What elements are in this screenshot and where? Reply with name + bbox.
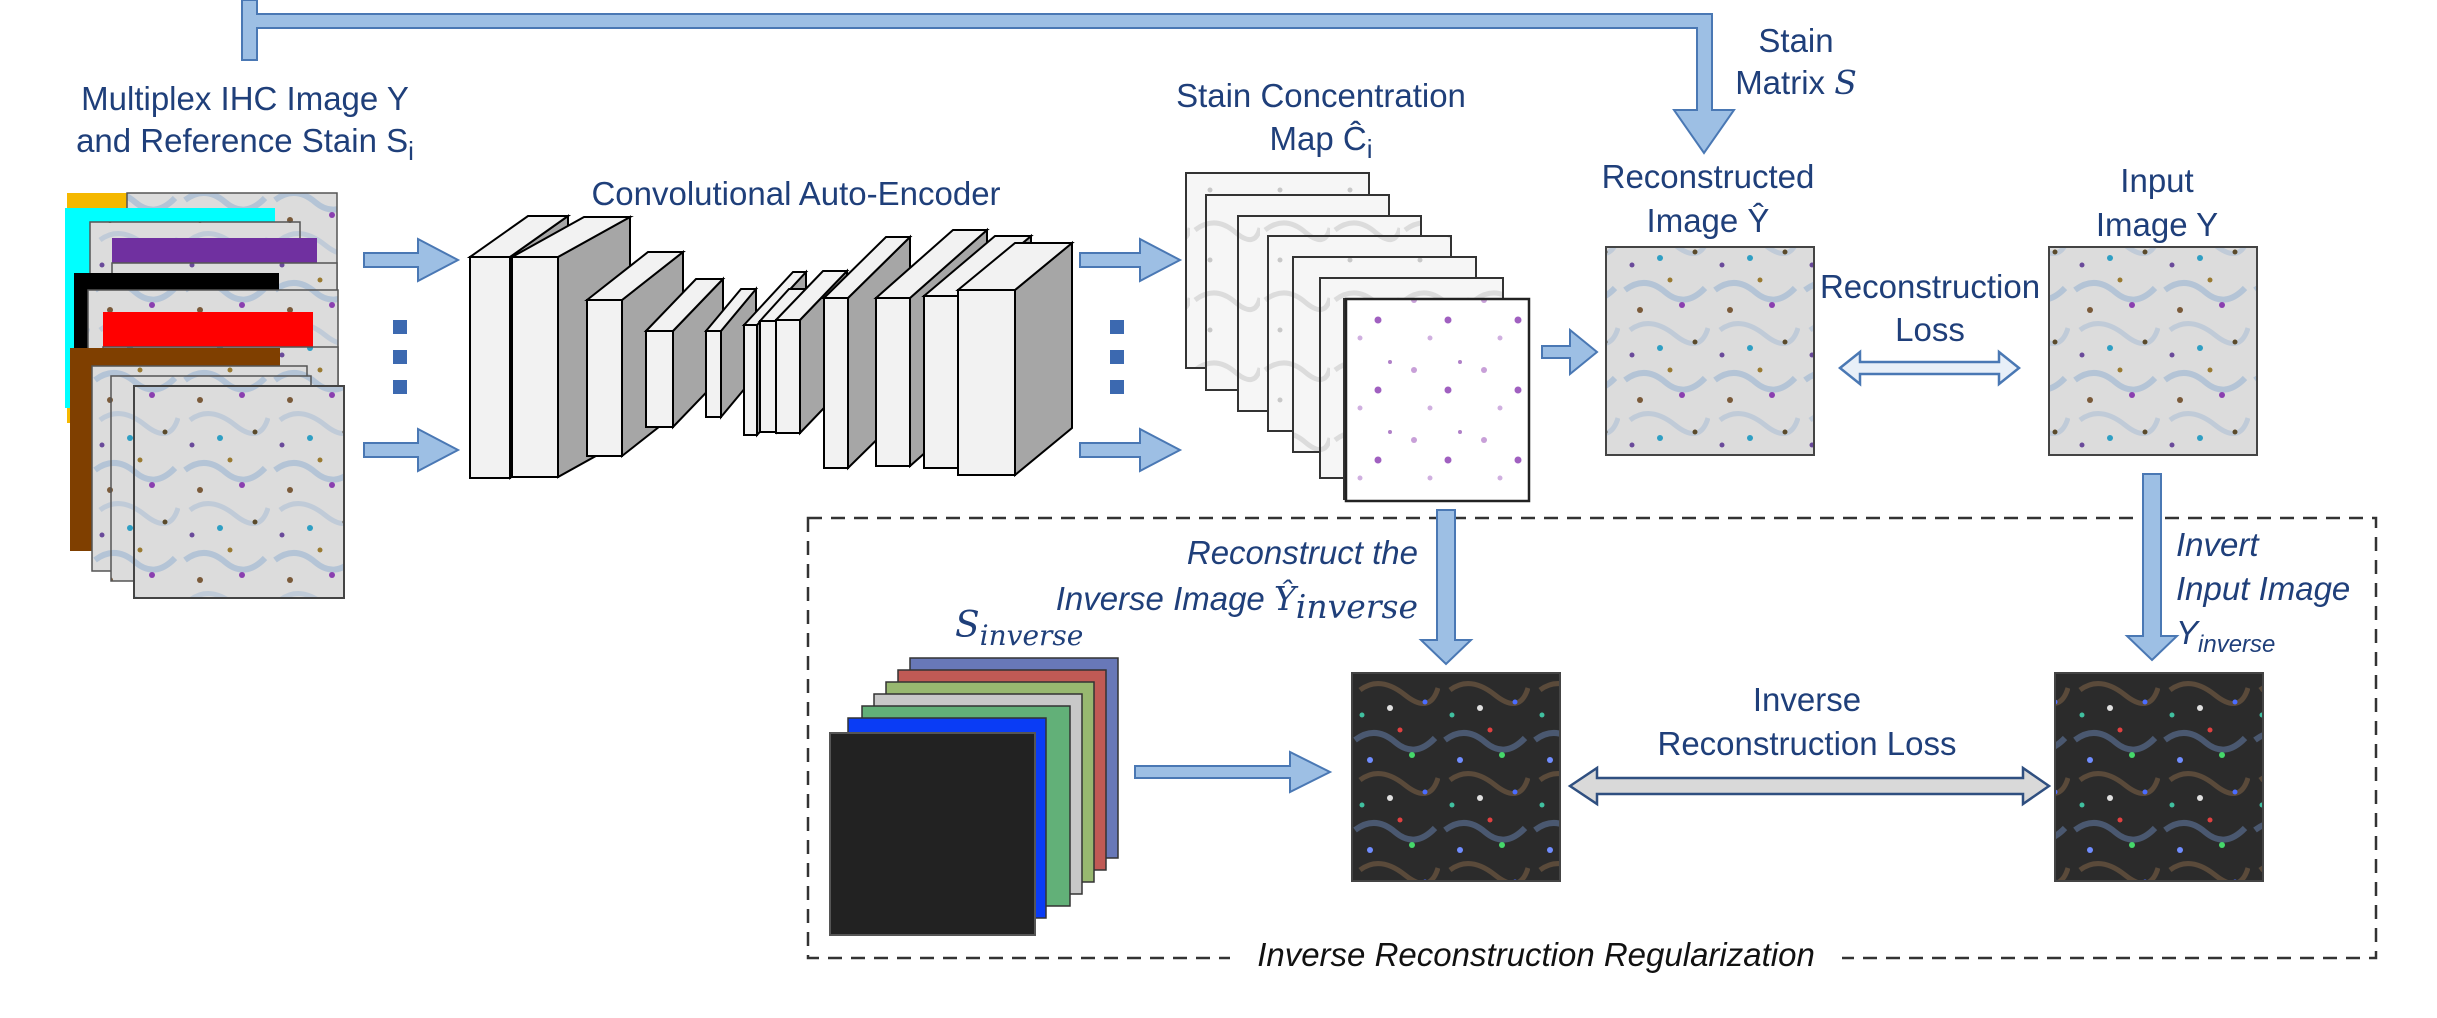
concentration-title-line1: Stain Concentration	[1176, 77, 1466, 114]
stain-matrix-line2-prefix: Matrix	[1735, 64, 1834, 101]
arrow-down-icon	[1418, 509, 1474, 666]
concentration-title-line2: Map Ĉi	[1270, 120, 1373, 164]
input-title-line1: Multiplex IHC Image Y	[81, 80, 409, 117]
double-arrow-icon	[1567, 765, 2052, 807]
input-title-line2-sub: i	[408, 136, 414, 166]
s-inverse-sub: inverse	[980, 619, 1084, 652]
inverse-loss-line2: Reconstruction Loss	[1658, 725, 1957, 762]
s-inverse-label: Sinverse	[955, 605, 1083, 652]
arrow-right-icon	[1079, 427, 1183, 473]
ellipsis-dots-icon	[1110, 320, 1124, 394]
encoder-blocks	[466, 214, 1075, 480]
regularization-title-backdrop	[1230, 928, 1842, 984]
s-inverse-symbol: S	[955, 605, 980, 646]
input-tissue-front-card	[133, 385, 345, 599]
invert-line2: Input Image	[2176, 570, 2350, 607]
arrow-right-icon	[363, 427, 461, 473]
conv-block	[955, 240, 1075, 478]
concentration-map-front-card	[1344, 297, 1531, 503]
reconstruct-inverse-sub: inverse	[1296, 587, 1418, 626]
reconstruct-inverse-symbol: Ŷ	[1274, 578, 1299, 618]
reconstruct-inverse-line2: Inverse Image Ŷinverse	[1056, 578, 1418, 626]
arrow-down-icon	[2124, 473, 2180, 662]
inverse-stain-front-card	[829, 732, 1036, 936]
inverse-loss-line1: Inverse	[1753, 681, 1861, 718]
arrow-right-icon	[1134, 750, 1333, 794]
conv-block	[643, 276, 726, 430]
arrow-right-icon	[1541, 327, 1599, 377]
reference-stain-card-red	[103, 312, 313, 347]
double-arrow-icon	[1837, 349, 2022, 387]
input-image-title-line2: Image Y	[2096, 206, 2218, 243]
input-image	[2048, 246, 2258, 456]
arrow-right-icon	[363, 237, 461, 283]
invert-line1: Invert	[2176, 526, 2260, 563]
input-title-line2-prefix: and Reference Stain S	[76, 122, 408, 159]
encoder-title: Convolutional Auto-Encoder	[591, 175, 1000, 212]
stain-matrix-symbol: S	[1834, 63, 1857, 102]
invert-line3-sub: inverse	[2198, 631, 2275, 658]
concentration-title-line2-sub: i	[1367, 134, 1373, 164]
stain-matrix-line2: Matrix S	[1735, 63, 1857, 102]
reference-stain-card-purple	[112, 238, 317, 263]
reconstructed-title-line1: Reconstructed	[1602, 158, 1815, 195]
invert-line3: Yinverse	[2176, 614, 2275, 658]
inverse-stain-stack	[829, 657, 1119, 936]
regularization-title: Inverse Reconstruction Regularization	[1257, 936, 1815, 973]
reconstruction-loss-line2: Loss	[1895, 311, 1965, 348]
concentration-map-stack	[1185, 172, 1531, 503]
reconstructed-title-line2: Image Ŷ	[1647, 202, 1770, 239]
stain-matrix-line1: Stain	[1758, 22, 1833, 59]
reconstruct-inverse-line1: Reconstruct the	[1187, 534, 1418, 571]
concentration-title-line2-prefix: Map Ĉ	[1270, 120, 1367, 157]
reconstructed-image	[1605, 246, 1815, 456]
invert-line3-prefix: Y	[2176, 614, 2200, 651]
stain-matrix-arrow-icon	[241, 0, 1736, 155]
reconstruct-inverse-line2-prefix: Inverse Image	[1056, 580, 1274, 617]
input-title-line2: and Reference Stain Si	[76, 122, 414, 166]
arrow-right-icon	[1079, 237, 1183, 283]
input-image-title-line1: Input	[2120, 162, 2193, 199]
ellipsis-dots-icon	[393, 320, 407, 394]
reconstruction-loss-line1: Reconstruction	[1820, 268, 2040, 305]
inverted-input-image	[2054, 672, 2264, 882]
input-image-stack	[65, 192, 345, 599]
inverse-reconstructed-image	[1351, 672, 1561, 882]
